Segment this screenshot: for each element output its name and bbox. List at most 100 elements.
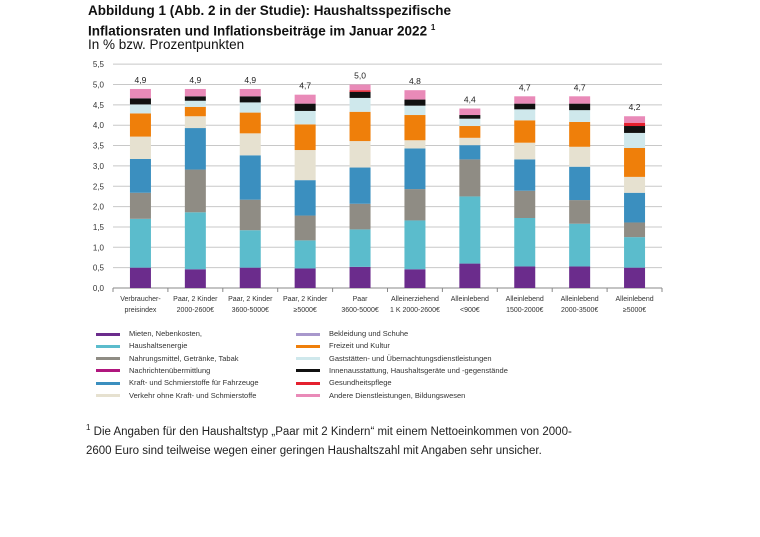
bar-segment-andere-dienstleistungen-bildungswesen (569, 96, 591, 104)
bar-segment-gaststätten-und-übernachtungsdienstleistungen (569, 110, 591, 122)
bar-total-label: 5,0 (354, 71, 366, 81)
bar-segment-verkehr-ohne-kraft-und-schmierstoffe (349, 141, 371, 168)
legend-item: Bekleidung und Schuhe (296, 328, 408, 340)
footnote-marker: 1 (86, 423, 91, 432)
y-tick-label: 2,5 (93, 182, 105, 191)
bar-segment-kraft-und-schmierstoffe-für-fahrzeuge (404, 148, 426, 190)
bar-segment-innenausstattung-haushaltsgeräte-und-gegenstände (404, 99, 426, 106)
bar-segment-freizeit-und-kultur (349, 111, 371, 142)
legend-label: Gaststätten- und Übernachtungsdienstleis… (329, 353, 492, 363)
x-tick-label: ≥5000€ (623, 307, 646, 314)
chart-subtitle: In % bzw. Prozentpunkten (88, 37, 245, 52)
x-tick-label: 2000-3500€ (561, 307, 598, 314)
x-tick-label: <900€ (460, 307, 480, 314)
bar-segment-gaststätten-und-übernachtungsdienstleistungen (184, 100, 206, 107)
bar-segment-gaststätten-und-übernachtungsdienstleistungen (294, 110, 316, 125)
bar-segment-andere-dienstleistungen-bildungswesen (184, 88, 206, 97)
bar-segment-innenausstattung-haushaltsgeräte-und-gegenstände (569, 103, 591, 111)
bar-segment-mieten-nebenkosten (129, 267, 151, 288)
x-tick-label: Alleinlebend (561, 296, 599, 303)
bar-segment-innenausstattung-haushaltsgeräte-und-gegenstände (514, 103, 536, 110)
bar-segment-freizeit-und-kultur (129, 113, 151, 137)
y-tick-label: 5,5 (93, 60, 105, 69)
chart-title: Abbildung 1 (Abb. 2 in der Studie): Haus… (88, 2, 451, 40)
bar-segment-gaststätten-und-übernachtungsdienstleistungen (239, 102, 261, 113)
bar-segment-andere-dienstleistungen-bildungswesen (459, 108, 481, 116)
legend-label: Mieten, Nebenkosten, (129, 329, 202, 338)
bar-segment-kraft-und-schmierstoffe-für-fahrzeuge (514, 159, 536, 191)
x-tick-label: ≥5000€ (293, 307, 316, 314)
footnote-text: Die Angaben für den Haushaltstyp „Paar m… (86, 425, 572, 457)
y-tick-label: 5,0 (93, 81, 105, 90)
bar-total-label: 4,9 (135, 75, 147, 85)
legend-swatch (96, 369, 120, 373)
bar-segment-mieten-nebenkosten (624, 267, 646, 288)
bar-segment-mieten-nebenkosten (404, 269, 426, 288)
bar-segment-freizeit-und-kultur (404, 115, 426, 141)
x-tick-label: Verbraucher- (120, 296, 161, 303)
title-footnote-marker: 1 (430, 23, 436, 32)
bar-segment-haushaltsenergie (129, 218, 151, 268)
bar-segment-innenausstattung-haushaltsgeräte-und-gegenstände (294, 103, 316, 111)
y-tick-label: 2,0 (93, 203, 105, 212)
bar-segment-kraft-und-schmierstoffe-für-fahrzeuge (239, 155, 261, 200)
legend-label: Bekleidung und Schuhe (329, 329, 409, 338)
bar-segment-gaststätten-und-übernachtungsdienstleistungen (459, 118, 481, 127)
bar-segment-innenausstattung-haushaltsgeräte-und-gegenstände (184, 96, 206, 101)
y-tick-label: 0,5 (93, 264, 105, 273)
legend-label: Nachrichtenübermittlung (129, 365, 211, 375)
bar-segment-freizeit-und-kultur (294, 124, 316, 151)
bar-segment-gesundheitspflege (349, 90, 371, 92)
bar-segment-haushaltsenergie (624, 237, 646, 268)
bar-total-label: 4,7 (574, 82, 586, 92)
bar-total-label: 4,8 (409, 76, 421, 86)
y-tick-label: 4,0 (93, 121, 105, 130)
bar-segment-verkehr-ohne-kraft-und-schmierstoffe (239, 133, 261, 156)
bar-segment-gaststätten-und-übernachtungsdienstleistungen (129, 104, 151, 114)
bar-total-label: 4,9 (189, 75, 201, 85)
bar-segment-nahrungsmittel-getränke-tabak (459, 159, 481, 197)
bar-segment-gaststätten-und-übernachtungsdienstleistungen (404, 105, 426, 116)
bar-segment-freizeit-und-kultur (239, 112, 261, 134)
legend-swatch (96, 344, 120, 348)
bar-total-label: 4,9 (244, 75, 256, 85)
y-tick-label: 0,0 (93, 284, 105, 293)
bar-segment-freizeit-und-kultur (569, 121, 591, 147)
legend-label: Verkehr ohne Kraft- und Schmierstoffe (129, 390, 257, 400)
legend-item: Verkehr ohne Kraft- und Schmierstoffe (96, 390, 256, 402)
bar-segment-mieten-nebenkosten (184, 269, 206, 288)
legend-label: Gesundheitspflege (329, 378, 392, 388)
bar-segment-gesundheitspflege (624, 122, 646, 127)
bar-segment-haushaltsenergie (184, 212, 206, 270)
bar-segment-kraft-und-schmierstoffe-für-fahrzeuge (624, 192, 646, 223)
bar-segment-nahrungsmittel-getränke-tabak (349, 203, 371, 230)
bar-segment-nahrungsmittel-getränke-tabak (569, 200, 591, 224)
bar-segment-haushaltsenergie (569, 223, 591, 267)
bar-segment-haushaltsenergie (514, 217, 536, 267)
legend-label: Andere Dienstleistungen, Bildungswesen (329, 390, 466, 400)
bar-segment-mieten-nebenkosten (349, 266, 371, 288)
x-tick-label: 1 K 2000-2600€ (390, 307, 440, 314)
bar-segment-mieten-nebenkosten (569, 266, 591, 288)
legend-label: Nahrungsmittel, Getränke, Tabak (129, 353, 239, 363)
footnote: 1 Die Angaben für den Haushaltstyp „Paar… (86, 418, 576, 461)
bar-segment-verkehr-ohne-kraft-und-schmierstoffe (129, 136, 151, 159)
bar-segment-freizeit-und-kultur (624, 147, 646, 177)
bar-total-label: 4,2 (629, 102, 641, 112)
x-tick-label: 3600-5000€ (341, 307, 378, 314)
bar-segment-andere-dienstleistungen-bildungswesen (624, 116, 646, 123)
bar-total-label: 4,7 (299, 81, 311, 91)
legend-item: Gaststätten- und Übernachtungsdienstleis… (296, 353, 492, 365)
legend-item: Innenausstattung, Haushaltsgeräte und -g… (296, 365, 508, 377)
bar-segment-freizeit-und-kultur (514, 120, 536, 143)
bar-segment-nahrungsmittel-getränke-tabak (514, 190, 536, 218)
legend-swatch (96, 357, 120, 361)
bar-segment-gaststätten-und-übernachtungsdienstleistungen (514, 109, 536, 121)
legend-label: Kraft- und Schmierstoffe für Fahrzeuge (129, 378, 259, 388)
bar-segment-freizeit-und-kultur (459, 126, 481, 138)
bar-total-label: 4,7 (519, 82, 531, 92)
x-tick-label: Paar, 2 Kinder (173, 296, 218, 303)
y-tick-label: 1,5 (93, 223, 105, 232)
bar-segment-innenausstattung-haushaltsgeräte-und-gegenstände (129, 98, 151, 105)
x-tick-label: Paar, 2 Kinder (228, 296, 273, 303)
